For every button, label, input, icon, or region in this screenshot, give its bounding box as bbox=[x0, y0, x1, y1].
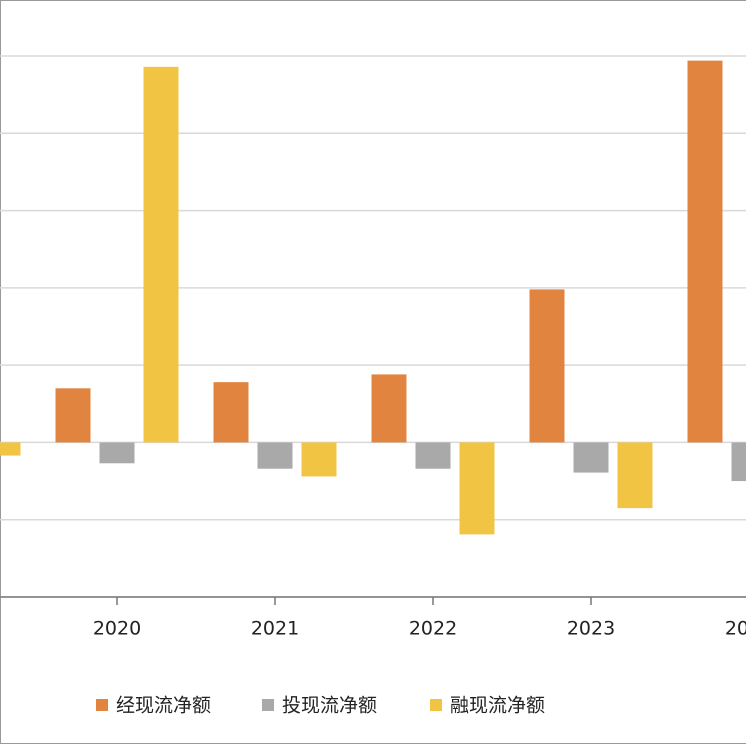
bar bbox=[617, 442, 653, 509]
x-tick-label: 2022 bbox=[409, 618, 457, 640]
bar bbox=[99, 442, 135, 464]
bar bbox=[459, 442, 495, 535]
legend-label: 融现流净额 bbox=[450, 695, 545, 717]
legend-swatch bbox=[262, 699, 274, 711]
bar bbox=[731, 442, 746, 482]
x-tick-label: 2021 bbox=[251, 618, 299, 640]
legend-label: 经现流净额 bbox=[116, 695, 211, 717]
bar bbox=[0, 442, 21, 456]
bar bbox=[301, 442, 337, 477]
bar bbox=[371, 374, 407, 443]
bar bbox=[573, 442, 609, 473]
bar bbox=[257, 442, 293, 469]
legend-swatch bbox=[430, 699, 442, 711]
x-tick-label: 2020 bbox=[93, 618, 141, 640]
bar bbox=[687, 60, 723, 443]
bar bbox=[55, 388, 91, 443]
bar bbox=[143, 66, 179, 443]
x-tick-label: 2023 bbox=[567, 618, 615, 640]
legend-swatch bbox=[96, 699, 108, 711]
legend-label: 投现流净额 bbox=[282, 695, 377, 717]
x-tick-label: 2024 bbox=[725, 618, 746, 640]
bar bbox=[415, 442, 451, 469]
bar bbox=[529, 289, 565, 443]
bar bbox=[213, 382, 249, 443]
